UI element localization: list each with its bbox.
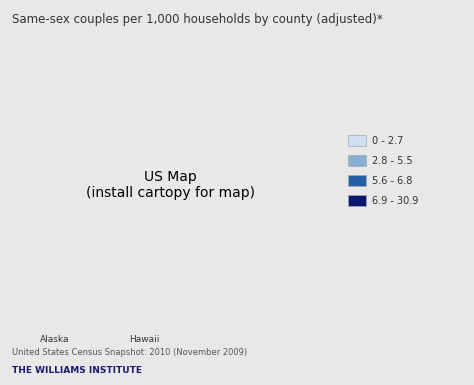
Text: Alaska: Alaska xyxy=(40,335,69,344)
Text: 2.8 - 5.5: 2.8 - 5.5 xyxy=(372,156,413,166)
Text: Hawaii: Hawaii xyxy=(129,335,160,344)
Text: 5.6 - 6.8: 5.6 - 6.8 xyxy=(372,176,412,186)
Text: 0 - 2.7: 0 - 2.7 xyxy=(372,136,403,146)
Text: THE WILLIAMS INSTITUTE: THE WILLIAMS INSTITUTE xyxy=(12,366,142,375)
Text: United States Census Snapshot: 2010 (November 2009): United States Census Snapshot: 2010 (Nov… xyxy=(12,348,247,357)
Text: Same-sex couples per 1,000 households by county (adjusted)*: Same-sex couples per 1,000 households by… xyxy=(12,13,383,27)
Text: US Map
(install cartopy for map): US Map (install cartopy for map) xyxy=(86,170,255,200)
Text: 6.9 - 30.9: 6.9 - 30.9 xyxy=(372,196,419,206)
